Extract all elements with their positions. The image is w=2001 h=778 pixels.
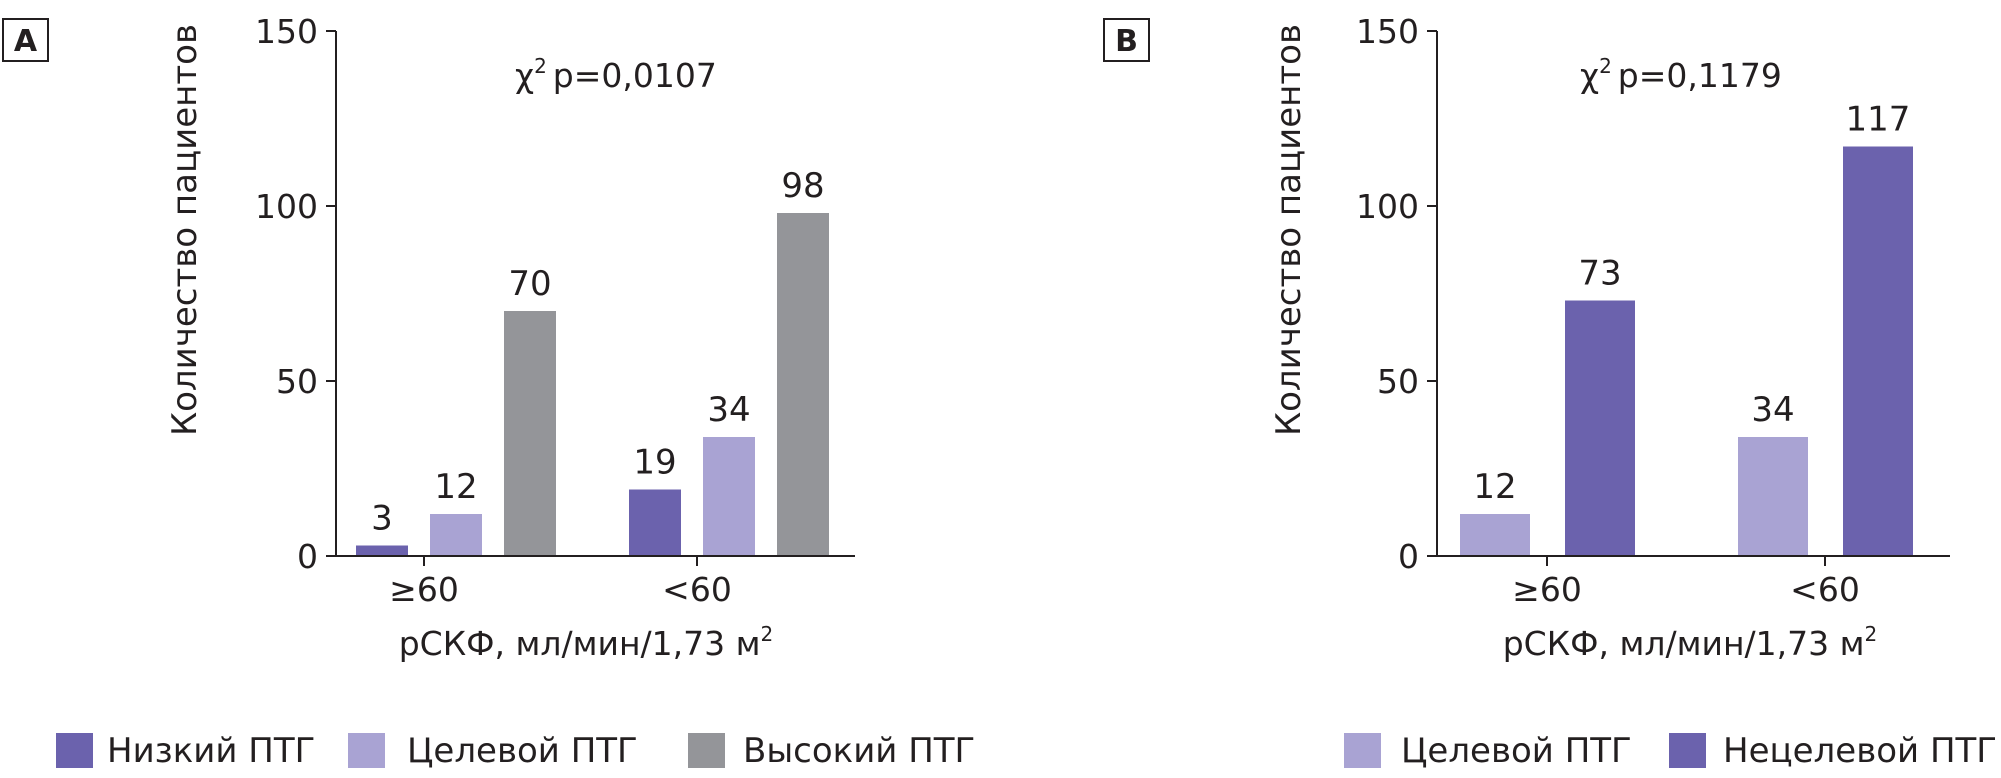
panel-a-y-ticks: 0 50 100 150 xyxy=(255,12,336,576)
panel-a-x-ticks: ≥60 <60 xyxy=(389,556,732,609)
panel-a-bars xyxy=(356,213,829,556)
panel-b-y-axis-label: Количество пациентов xyxy=(1269,24,1309,436)
x-tick-label: <60 xyxy=(662,570,732,609)
panel-a-chi-symbol: χ xyxy=(515,56,534,95)
panel-b-x-axis-label: рСКФ, мл/мин/1,73 м2 xyxy=(1503,622,1878,663)
bar-value-label: 34 xyxy=(707,390,750,430)
bar xyxy=(777,213,829,556)
panel-b-letter-box xyxy=(1103,18,1150,62)
legend-label: Целевой ПТГ xyxy=(1401,731,1632,771)
bar xyxy=(1843,146,1913,556)
legend-swatch xyxy=(348,733,385,768)
bar-value-label: 34 xyxy=(1751,390,1794,430)
x-tick-label: <60 xyxy=(1790,570,1860,609)
panel-b: B Количество пациентов χ2 p=0,1179 050100… xyxy=(1103,12,1997,771)
panel-a-value-labels: 3 12 70 19 34 98 xyxy=(371,166,824,539)
bar-value-label: 19 xyxy=(633,443,676,483)
bar xyxy=(356,545,408,556)
y-tick-label: 50 xyxy=(276,362,318,401)
y-tick-label: 0 xyxy=(297,537,318,576)
panel-a-chi-square: χ2 p=0,0107 xyxy=(515,54,717,95)
bar xyxy=(1565,300,1635,556)
panel-b-x-axis-label-sup: 2 xyxy=(1865,622,1878,646)
legend-swatch xyxy=(1344,733,1381,768)
bar xyxy=(1460,514,1530,556)
bar xyxy=(1738,437,1808,556)
legend-label: Целевой ПТГ xyxy=(407,731,638,771)
bar-value-label: 98 xyxy=(781,166,824,206)
panel-a-legend: Низкий ПТГ Целевой ПТГ Высокий ПТГ xyxy=(56,731,975,771)
legend-swatch xyxy=(688,733,725,768)
panel-a-chi-sup: 2 xyxy=(534,54,547,78)
panel-b-chi-symbol: χ xyxy=(1580,56,1599,95)
panel-b-p-value: p=0,1179 xyxy=(1618,56,1782,95)
bar xyxy=(703,437,755,556)
legend-label: Высокий ПТГ xyxy=(743,731,975,771)
bar xyxy=(629,489,681,556)
panel-b-letter: B xyxy=(1115,24,1138,59)
panel-a-x-axis-label-main: рСКФ, мл/мин/1,73 м xyxy=(399,624,761,663)
panel-b-chi-square: χ2 p=0,1179 xyxy=(1580,54,1782,95)
panel-b-y-ticks: 0 50 100 150 xyxy=(1356,12,1437,576)
panel-a-letter: A xyxy=(14,24,38,59)
legend-label: Нецелевой ПТГ xyxy=(1723,731,1997,771)
panel-a-x-axis-label: рСКФ, мл/мин/1,73 м2 xyxy=(399,622,774,663)
bar-value-label: 73 xyxy=(1578,254,1621,294)
panel-a-x-axis-label-sup: 2 xyxy=(761,622,774,646)
bar-value-label: 12 xyxy=(434,467,477,507)
panel-a-y-axis-label: Количество пациентов xyxy=(165,24,205,436)
panel-a: A Количество пациентов χ2 p=0,0107 050100… xyxy=(2,12,975,771)
bar xyxy=(504,311,556,556)
panel-b-chi-sup: 2 xyxy=(1599,54,1612,78)
bar xyxy=(430,514,482,556)
bar-value-label: 70 xyxy=(508,264,551,304)
panel-b-value-labels: 12 73 34 117 xyxy=(1473,100,1910,508)
bar-value-label: 117 xyxy=(1846,100,1911,140)
bar-value-label: 12 xyxy=(1473,467,1516,507)
panel-b-legend: Целевой ПТГ Нецелевой ПТГ xyxy=(1344,731,1997,771)
panel-a-letter-box xyxy=(2,18,49,62)
y-tick-label: 100 xyxy=(1356,187,1419,226)
legend-swatch xyxy=(1669,733,1706,768)
x-tick-label: ≥60 xyxy=(1512,570,1582,609)
x-tick-label: ≥60 xyxy=(389,570,459,609)
y-tick-label: 0 xyxy=(1398,537,1419,576)
y-tick-label: 150 xyxy=(1356,12,1419,51)
panel-b-x-axis-label-main: рСКФ, мл/мин/1,73 м xyxy=(1503,624,1865,663)
legend-label: Низкий ПТГ xyxy=(107,731,315,771)
panel-b-x-ticks: ≥60 <60 xyxy=(1512,556,1860,609)
panel-a-p-value: p=0,0107 xyxy=(553,56,717,95)
y-tick-label: 50 xyxy=(1377,362,1419,401)
panel-b-bars xyxy=(1460,146,1913,556)
bar-value-label: 3 xyxy=(371,499,393,539)
y-tick-label: 150 xyxy=(255,12,318,51)
legend-swatch xyxy=(56,733,93,768)
y-tick-label: 100 xyxy=(255,187,318,226)
